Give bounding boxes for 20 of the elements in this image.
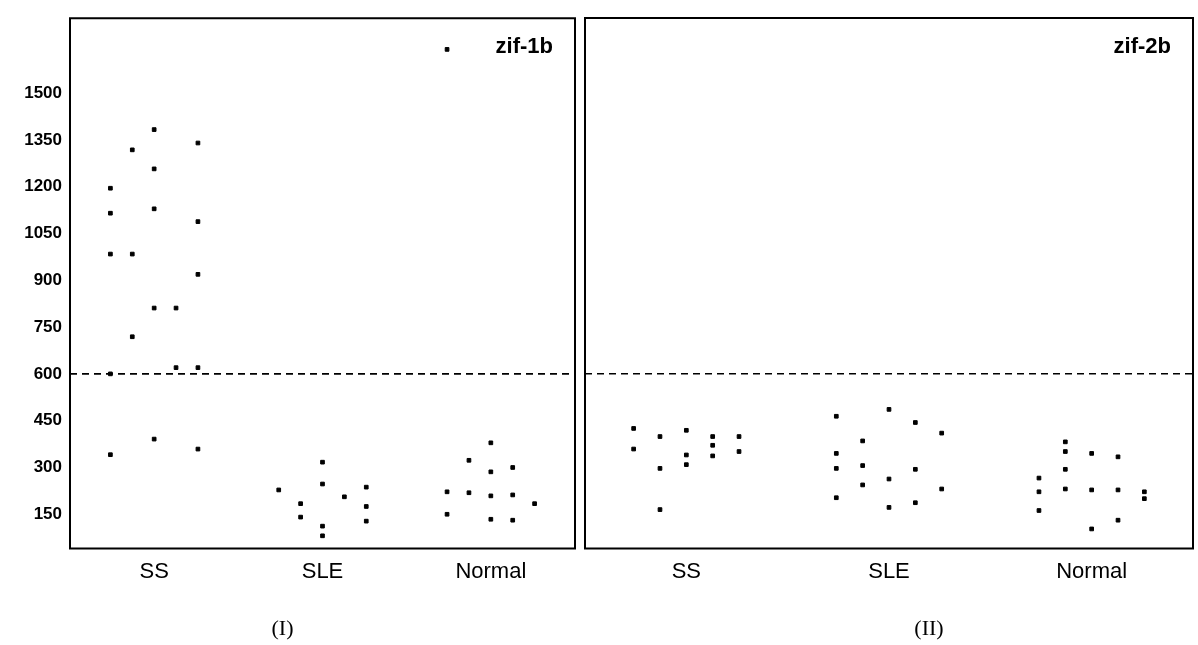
y-tick-label: 1350 [24,129,62,149]
y-tick-label: 1500 [24,82,62,102]
y-tick-label: 150 [33,503,62,523]
x-tick-label: SLE [868,557,910,583]
y-tick-label: 750 [33,316,62,336]
y-tick-label: 1050 [24,223,62,243]
x-tick-label: Normal [1056,557,1128,583]
x-tick-label: Normal [455,557,527,583]
x-tick-label: SLE [301,557,344,583]
y-tick-label: 450 [33,410,62,430]
text: (II) [914,615,944,640]
y-tick-label: 900 [33,269,62,289]
text: zif-2b [1113,33,1171,59]
text: (I) [271,615,294,640]
y-tick-label: 300 [33,457,62,477]
x-tick-label: SS [671,557,702,583]
y-tick-label: 600 [33,363,62,383]
x-tick-label: SS [139,557,169,583]
y-tick-label: 1200 [24,176,62,196]
text: zif-1b [495,33,553,59]
